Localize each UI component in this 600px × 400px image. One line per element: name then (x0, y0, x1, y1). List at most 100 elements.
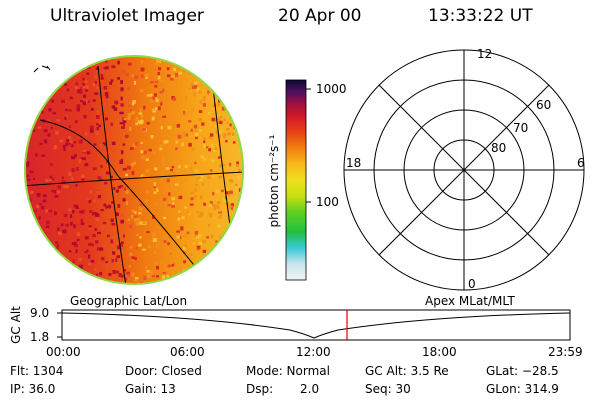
speckle-dot (167, 125, 172, 130)
speckle-dot (172, 133, 177, 137)
speckle-dot (123, 234, 125, 238)
apex-caption: Apex MLat/MLT (425, 294, 515, 308)
speckle-dot (26, 174, 30, 177)
speckle-dot (212, 191, 215, 196)
mlt-line-diag-2 (378, 84, 550, 256)
speckle-dot (214, 261, 218, 265)
speckle-dot (178, 71, 183, 75)
speckle-dot (160, 125, 163, 130)
colorbar-label-100: 100 (316, 195, 339, 209)
speckle-dot (92, 99, 96, 102)
speckle-dot (148, 245, 152, 249)
speckle-dot (167, 74, 171, 78)
speckle-dot (176, 279, 180, 283)
speckle-dot (134, 257, 137, 261)
speckle-dot (41, 206, 45, 210)
speckle-dot (122, 120, 127, 123)
speckle-dot (219, 120, 223, 124)
info-door: Door: Closed (125, 364, 202, 378)
speckle-dot (155, 62, 158, 65)
speckle-dot (139, 282, 144, 283)
speckle-dot (125, 173, 129, 177)
speckle-dot (100, 74, 103, 78)
speckle-dot (230, 81, 233, 85)
speckle-dot (128, 224, 133, 229)
speckle-dot (215, 189, 220, 193)
speckle-dot (218, 91, 222, 95)
speckle-dot (86, 249, 89, 252)
speckle-dot (232, 141, 236, 144)
speckle-dot (235, 244, 238, 248)
colorbar-label-1000: 1000 (316, 82, 347, 96)
speckle-dot (152, 238, 157, 242)
speckle-dot (85, 85, 89, 89)
speckle-dot (78, 264, 83, 269)
speckle-dot (111, 105, 116, 109)
speckle-dot (58, 231, 62, 235)
speckle-dot (137, 282, 141, 283)
timeline-y-tick-1-8: 1.8 (30, 330, 50, 344)
speckle-dot (33, 264, 36, 267)
speckle-dot (157, 75, 161, 80)
speckle-dot (140, 74, 144, 78)
speckle-dot (106, 72, 111, 76)
speckle-dot (110, 240, 114, 244)
speckle-dot (61, 180, 66, 184)
coastline-fragment (33, 65, 51, 73)
speckle-dot (203, 98, 206, 102)
speckle-dot (100, 209, 104, 212)
speckle-dot (157, 72, 160, 76)
speckle-dot (63, 229, 67, 234)
speckle-dot (236, 161, 239, 164)
speckle-dot (72, 259, 75, 264)
speckle-dot (232, 264, 236, 267)
speckle-dot (101, 180, 105, 183)
speckle-dot (117, 60, 120, 65)
speckle-dot (131, 163, 134, 167)
speckle-dot (92, 278, 95, 283)
speckle-dot (171, 145, 174, 149)
speckle-dot (105, 264, 109, 268)
speckle-dot (29, 96, 32, 99)
speckle-dot (238, 168, 241, 172)
speckle-dot (188, 120, 192, 123)
speckle-dot (191, 108, 194, 111)
speckle-dot (184, 243, 187, 248)
speckle-dot (95, 273, 99, 276)
speckle-dot (95, 217, 100, 222)
speckle-dot (38, 71, 41, 75)
speckle-dot (74, 243, 78, 248)
speckle-dot (184, 206, 187, 209)
speckle-dot (153, 182, 156, 187)
speckle-dot (193, 195, 197, 198)
speckle-dot (43, 194, 47, 198)
speckle-dot (213, 264, 216, 269)
speckle-dot (164, 233, 169, 238)
speckle-dot (80, 222, 85, 226)
speckle-dot (68, 135, 72, 140)
speckle-dot (116, 245, 119, 250)
speckle-dot (131, 272, 135, 277)
speckle-dot (100, 77, 104, 80)
speckle-dot (145, 158, 149, 161)
speckle-dot (53, 146, 57, 150)
speckle-dot (162, 272, 167, 274)
speckle-dot (149, 270, 153, 274)
speckle-dot (113, 242, 117, 246)
speckle-dot (216, 70, 221, 74)
speckle-dot (215, 262, 218, 265)
speckle-dot (123, 117, 127, 121)
speckle-dot (120, 214, 124, 218)
speckle-dot (233, 85, 238, 88)
speckle-dot (41, 251, 46, 254)
speckle-dot (40, 76, 43, 80)
speckle-dot (64, 76, 69, 79)
lat-label-80: 80 (491, 141, 507, 155)
speckle-dot (170, 122, 175, 127)
speckle-dot (138, 122, 143, 125)
speckle-dot (39, 142, 43, 145)
speckle-dot (235, 273, 240, 278)
speckle-dot (173, 80, 177, 84)
speckle-dot (57, 227, 60, 231)
speckle-dot (135, 221, 140, 226)
